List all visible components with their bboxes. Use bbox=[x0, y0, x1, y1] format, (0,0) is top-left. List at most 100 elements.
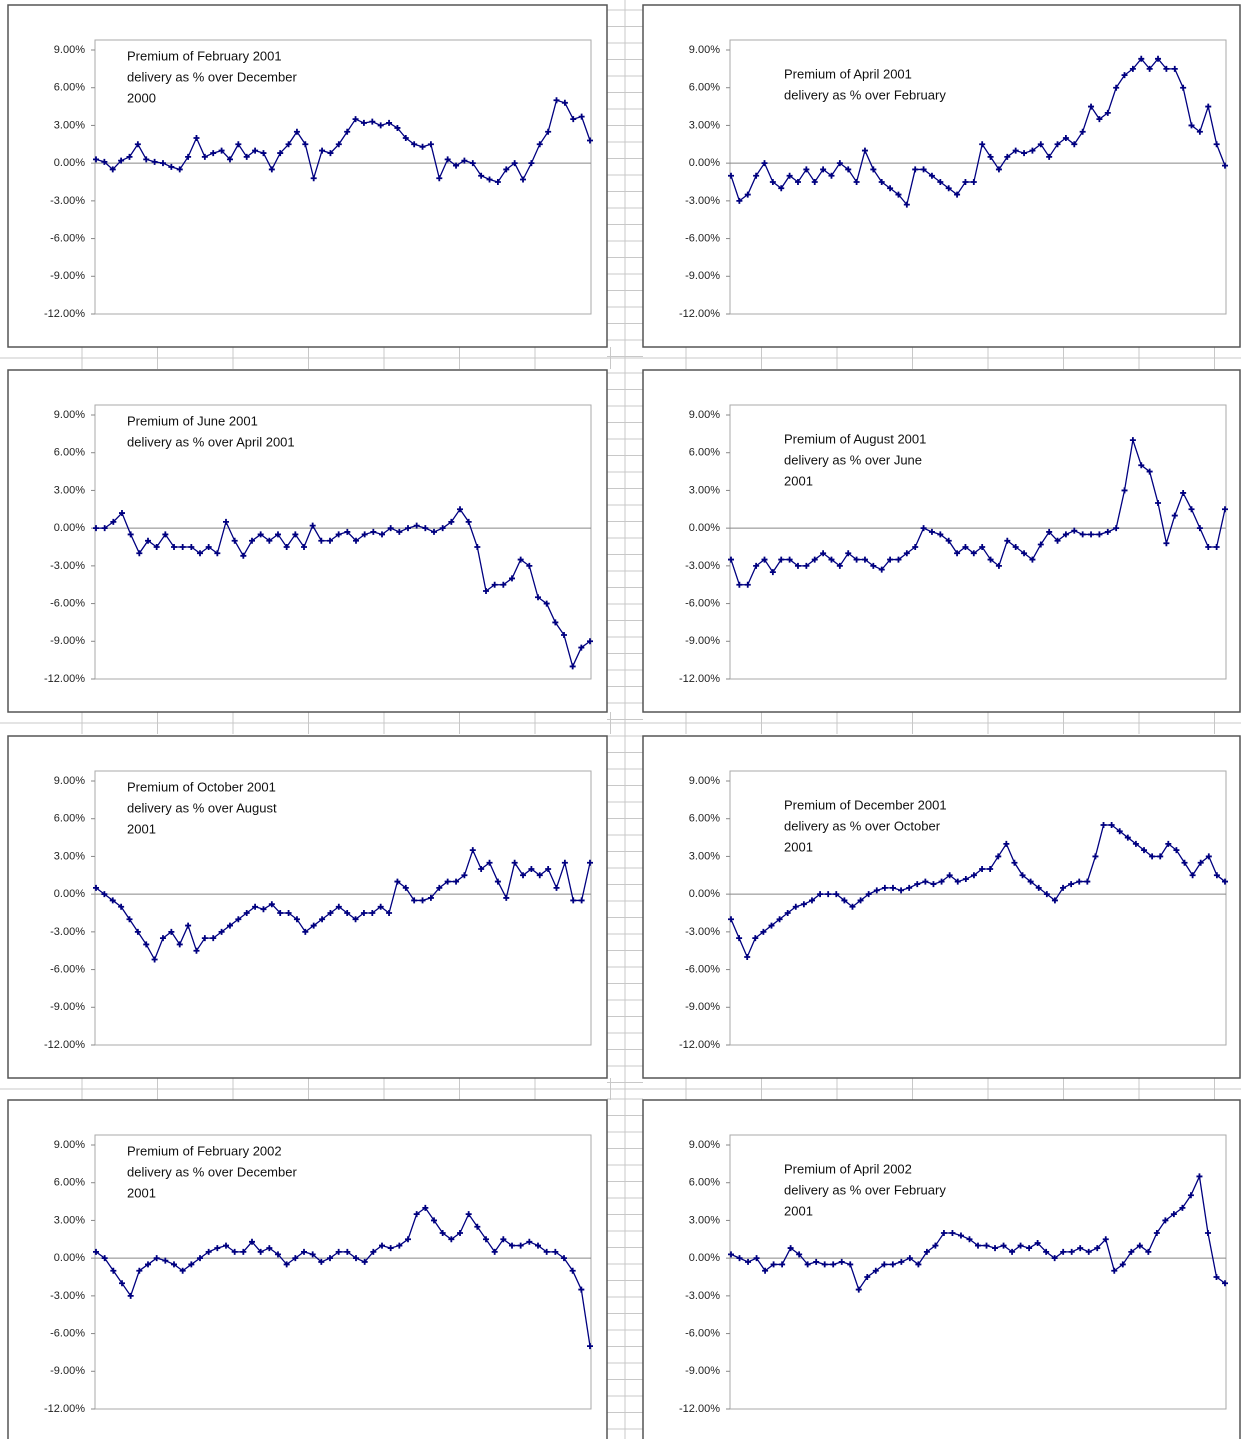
data-marker bbox=[752, 935, 759, 942]
data-marker bbox=[162, 1257, 169, 1264]
data-marker bbox=[266, 537, 273, 544]
data-marker bbox=[1136, 1242, 1143, 1249]
data-marker bbox=[1129, 65, 1136, 72]
data-marker bbox=[1054, 537, 1061, 544]
y-tick-label: -9.00% bbox=[685, 270, 720, 282]
chart-annotation: Premium of August 2001 bbox=[784, 431, 926, 446]
data-marker bbox=[736, 581, 743, 588]
data-marker bbox=[561, 1255, 567, 1262]
data-marker bbox=[940, 1230, 947, 1236]
data-marker bbox=[1060, 884, 1067, 891]
data-marker bbox=[857, 897, 864, 904]
chart-annotation: 2001 bbox=[127, 1185, 156, 1200]
data-marker bbox=[864, 1274, 871, 1280]
data-marker bbox=[1102, 1236, 1109, 1243]
chart-annotation: delivery as % over October bbox=[784, 818, 941, 833]
data-marker bbox=[920, 166, 927, 173]
chart: 9.00% 6.00% 3.00% 0.00% -3.00% -6.00% -9.00% -1… bbox=[7, 4, 608, 348]
data-marker bbox=[1012, 544, 1019, 550]
data-marker bbox=[1173, 847, 1180, 854]
y-tick-label: 0.00% bbox=[689, 1252, 720, 1264]
data-marker bbox=[118, 903, 125, 910]
data-marker bbox=[553, 97, 560, 104]
data-marker bbox=[275, 531, 281, 538]
data-marker bbox=[292, 531, 299, 538]
data-marker bbox=[1171, 65, 1178, 72]
data-marker bbox=[853, 556, 860, 563]
data-marker bbox=[268, 166, 275, 173]
data-marker bbox=[536, 141, 543, 148]
data-marker bbox=[552, 619, 559, 626]
data-marker bbox=[957, 1232, 964, 1239]
data-marker bbox=[578, 644, 585, 651]
data-marker bbox=[870, 562, 877, 569]
data-marker bbox=[836, 160, 843, 167]
data-marker bbox=[226, 156, 233, 163]
data-marker bbox=[201, 153, 208, 160]
chart-annotation: 2001 bbox=[784, 473, 813, 488]
data-marker bbox=[168, 928, 175, 935]
data-marker bbox=[520, 176, 527, 183]
data-marker bbox=[179, 544, 186, 550]
data-marker bbox=[444, 878, 451, 885]
data-marker bbox=[159, 160, 166, 167]
data-marker bbox=[784, 910, 791, 916]
data-marker bbox=[861, 147, 868, 154]
data-marker bbox=[1085, 1248, 1092, 1255]
y-tick-label: 3.00% bbox=[54, 484, 85, 496]
data-marker bbox=[778, 556, 785, 563]
data-marker bbox=[1079, 128, 1086, 135]
data-marker bbox=[768, 922, 775, 929]
data-marker bbox=[171, 1261, 177, 1268]
data-marker bbox=[405, 1236, 411, 1243]
data-marker bbox=[841, 897, 848, 904]
data-marker bbox=[457, 506, 463, 513]
y-tick-label: 0.00% bbox=[54, 888, 85, 900]
y-tick-label: 6.00% bbox=[689, 1177, 720, 1189]
data-marker bbox=[318, 1258, 325, 1265]
y-tick-label: 0.00% bbox=[54, 1252, 85, 1264]
data-marker bbox=[1037, 541, 1044, 548]
data-marker bbox=[419, 897, 426, 904]
data-marker bbox=[937, 531, 944, 538]
data-marker bbox=[193, 135, 200, 141]
data-marker bbox=[396, 528, 403, 535]
data-marker bbox=[552, 1248, 559, 1255]
data-marker bbox=[1180, 489, 1187, 496]
chart-annotation: Premium of June 2001 bbox=[127, 413, 258, 428]
data-marker bbox=[483, 588, 489, 594]
data-marker bbox=[1163, 65, 1170, 72]
data-marker bbox=[1051, 897, 1058, 904]
data-marker bbox=[1068, 1248, 1075, 1255]
data-marker bbox=[453, 162, 460, 169]
data-marker bbox=[491, 1248, 498, 1255]
data-marker bbox=[1035, 884, 1042, 891]
data-marker bbox=[906, 1255, 913, 1262]
data-marker bbox=[1104, 528, 1111, 535]
data-marker bbox=[335, 903, 342, 910]
data-marker bbox=[535, 594, 541, 601]
data-marker bbox=[134, 928, 141, 935]
data-marker bbox=[855, 1286, 862, 1293]
data-marker bbox=[811, 179, 818, 185]
data-marker bbox=[205, 1248, 212, 1255]
data-marker bbox=[448, 1236, 455, 1243]
y-tick-label: -12.00% bbox=[679, 308, 720, 320]
data-marker bbox=[283, 544, 290, 550]
data-marker bbox=[240, 552, 247, 559]
y-tick-label: -3.00% bbox=[685, 560, 720, 572]
data-marker bbox=[526, 562, 533, 569]
data-marker bbox=[93, 1248, 99, 1255]
data-marker bbox=[903, 550, 910, 557]
data-marker bbox=[301, 1248, 307, 1255]
data-marker bbox=[1222, 878, 1228, 885]
data-marker bbox=[1213, 872, 1220, 879]
data-marker bbox=[1019, 872, 1026, 879]
data-marker bbox=[1046, 528, 1053, 535]
data-marker bbox=[1213, 141, 1220, 148]
data-marker bbox=[517, 556, 524, 563]
data-marker bbox=[127, 1292, 134, 1299]
data-marker bbox=[1088, 103, 1095, 110]
data-marker bbox=[379, 531, 385, 538]
data-marker bbox=[197, 550, 203, 557]
